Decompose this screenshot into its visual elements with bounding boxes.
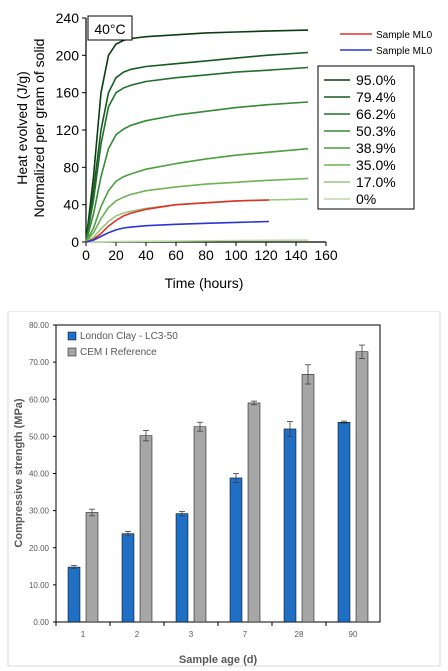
chart2-y-tick-label: 70.00 xyxy=(29,358,50,367)
chart2-legend-label: London Clay - LC3-50 xyxy=(80,331,178,342)
chart1-y-tick-label: 0 xyxy=(71,234,79,250)
chart2-legend-swatch xyxy=(67,331,77,341)
chart1-series-line xyxy=(85,198,309,243)
chart1-ylabel-line2: Normalized per gram of solid xyxy=(31,39,47,218)
chart1-y-tick-label: 160 xyxy=(56,85,80,101)
chart1-x-tick-label: 60 xyxy=(168,247,184,263)
chart1-series-line xyxy=(85,66,309,243)
chart1-x-tick-label: 100 xyxy=(224,247,248,263)
chart2-axes xyxy=(53,324,381,626)
chart1-series-line xyxy=(85,220,270,243)
chart2-y-tick-label: 10.00 xyxy=(29,581,50,590)
chart2-y-tick-label: 40.00 xyxy=(29,470,50,479)
chart1-x-tick-label: 20 xyxy=(108,247,124,263)
chart1-x-tick-label: 160 xyxy=(314,247,338,263)
chart2-bar xyxy=(85,512,99,623)
chart1-series-line xyxy=(85,177,309,243)
chart1-y-tick-label: 120 xyxy=(56,122,80,138)
chart2-bar xyxy=(229,477,243,623)
chart1-series-line xyxy=(85,199,270,243)
chart2-y-tick-label: 20.00 xyxy=(29,544,50,553)
chart2-bar xyxy=(247,402,261,623)
chart2-bar xyxy=(355,351,369,623)
chart2-x-tick-label: 28 xyxy=(295,630,304,639)
chart1-legend-box xyxy=(317,65,415,210)
chart1-legend-label: 17.0% xyxy=(356,174,396,190)
chart2-y-tick-label: 60.00 xyxy=(29,395,50,404)
chart1-x-tick-label: 80 xyxy=(198,247,214,263)
chart1-series-line xyxy=(85,239,309,243)
chart2-y-tick-label: 80.00 xyxy=(29,321,50,330)
chart2-x-tick-label: 7 xyxy=(243,630,248,639)
chart1-y-tick-label: 80 xyxy=(63,159,79,175)
chart1-legend-label: Sample ML0 xyxy=(376,46,433,57)
chart2-bar xyxy=(193,426,207,623)
chart1-legend-label: 95.0% xyxy=(356,72,396,88)
chart2-x-tick-label: 1 xyxy=(81,630,86,639)
chart1-series-line xyxy=(85,51,309,243)
chart1-legend-label: 35.0% xyxy=(356,157,396,173)
chart1-legend-label: 0% xyxy=(356,191,376,207)
chart2-bar xyxy=(301,374,315,623)
chart1-legend-replacement: 95.0%79.4%66.2%50.3%38.9%35.0%17.0%0% xyxy=(324,72,396,207)
chart1-x-tick-label: 140 xyxy=(284,247,308,263)
chart2-bar xyxy=(67,566,81,623)
chart1-legend-label: 66.2% xyxy=(356,106,396,122)
chart1-xlabel: Time (hours) xyxy=(165,275,244,291)
chart1-legend-label: 50.3% xyxy=(356,123,396,139)
chart2-x-tick-label: 2 xyxy=(135,630,140,639)
chart2-bars xyxy=(67,344,369,623)
chart2-x-tick-label: 3 xyxy=(189,630,194,639)
chart1-annotation-box xyxy=(87,15,133,41)
chart1-series-line xyxy=(85,101,309,243)
chart1-legend-label: Sample ML0 xyxy=(376,30,433,41)
compressive-strength-chart: 0.00 10.00 20.00 30.00 40.00 50.00 60.00 70.00 8… xyxy=(7,311,441,667)
chart2-xlabel: Sample age (d) xyxy=(179,654,258,666)
chart1-legend-label: 79.4% xyxy=(356,89,396,105)
chart1-x-tick-label: 40 xyxy=(138,247,154,263)
chart1-series-lines xyxy=(85,29,309,243)
chart2-y-tick-label: 0.00 xyxy=(33,618,49,627)
chart2-bar xyxy=(337,422,351,623)
chart2-legend-swatch xyxy=(67,347,77,357)
chart2-bar xyxy=(139,435,153,623)
chart2-bar xyxy=(283,428,297,623)
chart1-ylabel-line1: Heat evolved (J/g) xyxy=(14,71,30,185)
chart1-annotation: 40°C xyxy=(94,21,125,37)
chart2-legend-label: CEM I Reference xyxy=(80,347,157,358)
chart1-y-tick-label: 240 xyxy=(56,10,80,26)
chart1-x-tick-label: 120 xyxy=(254,247,278,263)
chart1-series-line xyxy=(85,147,309,243)
chart2-tick-labels: 0.00 10.00 20.00 30.00 40.00 50.00 60.00 70.00 8… xyxy=(29,321,358,639)
chart2-y-tick-label: 30.00 xyxy=(29,507,50,516)
chart1-legend-label: 38.9% xyxy=(356,140,396,156)
chart2-legend: London Clay - LC3-50 CEM I Reference xyxy=(67,331,178,358)
chart1-y-tick-label: 200 xyxy=(56,47,80,63)
chart2-ylabel: Compressive strength (MPa) xyxy=(13,398,25,547)
chart2-bar xyxy=(175,513,189,623)
heat-evolution-chart: 0 20 40 60 80 100 120 140 160 0 40 80 120 160 200 240 4… xyxy=(14,10,433,291)
chart1-x-tick-label: 0 xyxy=(82,247,90,263)
chart2-y-tick-label: 50.00 xyxy=(29,432,50,441)
chart2-x-tick-label: 90 xyxy=(349,630,358,639)
chart1-y-tick-label: 40 xyxy=(63,197,79,213)
chart2-bar xyxy=(121,533,135,623)
chart1-tick-labels: 0 20 40 60 80 100 120 140 160 0 40 80 120 160 200 240 xyxy=(56,10,338,263)
chart1-legend-samples: Sample ML0 Sample ML0 xyxy=(340,30,433,57)
